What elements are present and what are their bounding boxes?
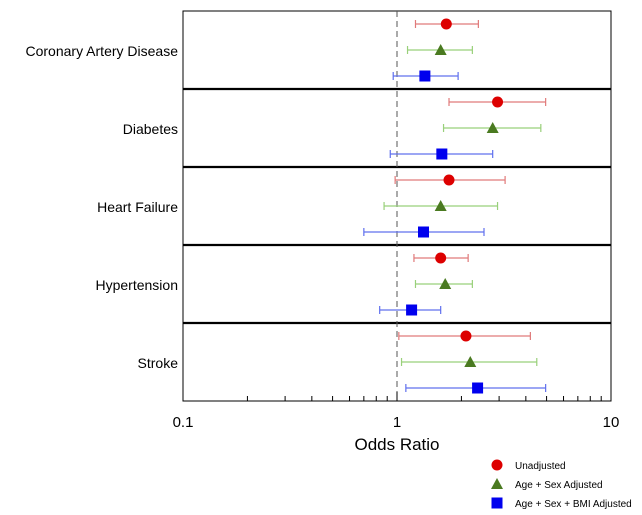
category-label: Diabetes: [123, 121, 178, 137]
legend-marker: [491, 459, 503, 471]
point-estimate: [436, 148, 448, 160]
point-estimate: [435, 252, 447, 264]
point-estimate: [419, 70, 431, 82]
point-estimate: [472, 382, 484, 394]
category-label: Hypertension: [96, 277, 179, 293]
point-estimate: [443, 174, 455, 186]
category-label: Heart Failure: [97, 199, 178, 215]
x-tick-label: 1: [393, 414, 401, 431]
legend: Unadjusted Age + Sex Adjusted Age + Sex + …: [491, 459, 632, 510]
x-axis-ticks: 0.1 1 10: [173, 392, 620, 431]
legend-label: Age + Sex Adjusted: [515, 480, 603, 491]
category-labels: Coronary Artery Disease Diabetes Heart Fai…: [25, 43, 178, 371]
category-label: Coronary Artery Disease: [25, 43, 178, 59]
point-estimate: [440, 18, 452, 30]
legend-marker: [491, 497, 503, 509]
point-estimate: [486, 122, 499, 133]
legend-marker: [491, 478, 503, 489]
category-label: Stroke: [138, 355, 179, 371]
point-estimate: [439, 278, 452, 289]
x-tick-label: 0.1: [173, 414, 194, 431]
point-estimate: [406, 304, 418, 316]
point-estimate: [492, 96, 504, 108]
point-estimate: [434, 200, 447, 211]
point-estimate: [460, 330, 472, 342]
point-estimate: [418, 226, 430, 238]
point-estimate: [434, 44, 447, 55]
legend-label: Unadjusted: [515, 461, 566, 472]
data-marks: [363, 18, 547, 394]
x-tick-label: 10: [603, 414, 620, 431]
legend-label: Age + Sex + BMI Adjusted: [515, 499, 632, 510]
x-axis-title: Odds Ratio: [354, 435, 439, 454]
point-estimate: [464, 356, 477, 367]
